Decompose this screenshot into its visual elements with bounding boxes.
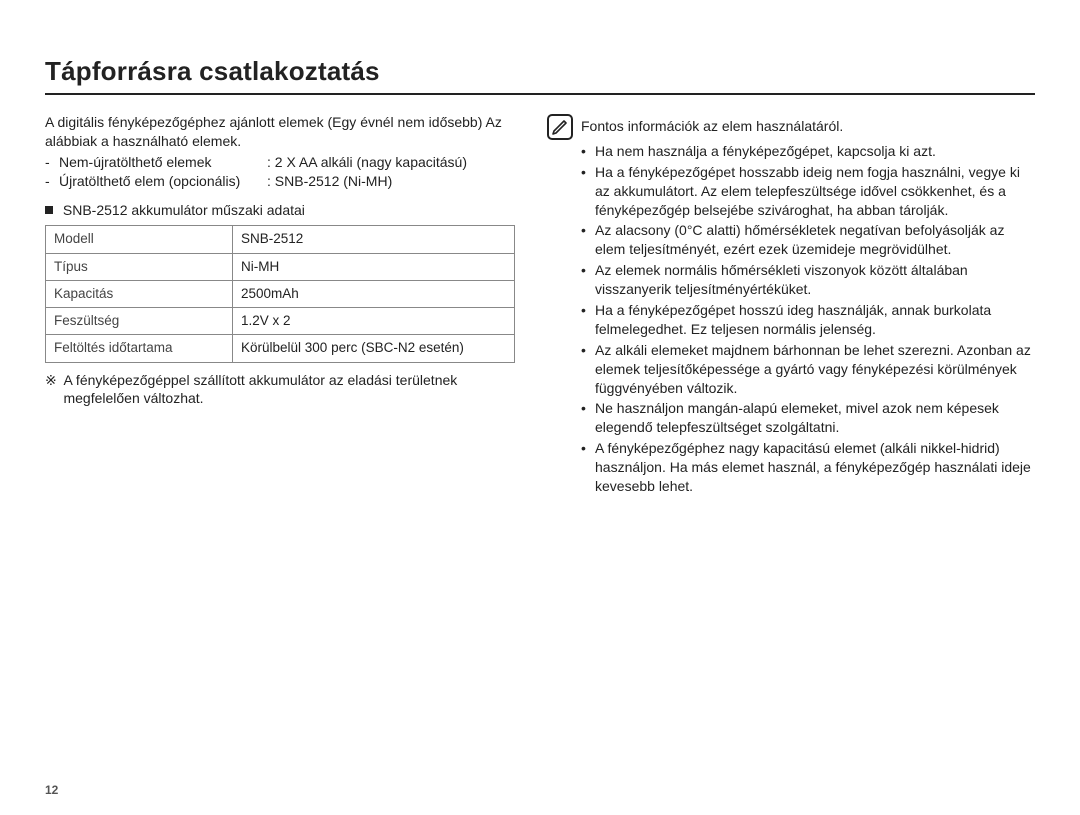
columns: A digitális fényképezőgéphez ajánlott el… bbox=[45, 113, 1035, 498]
square-bullet-icon bbox=[45, 206, 53, 214]
title-underline bbox=[45, 93, 1035, 95]
note-heading: Fontos információk az elem használatáról… bbox=[547, 113, 1035, 136]
table-row: Feszültség1.2V x 2 bbox=[46, 308, 515, 335]
list-item: - Újratölthető elem (opcionális) : SNB-2… bbox=[45, 172, 515, 191]
footnote: ※ A fényképezőgéppel szállított akkumulá… bbox=[45, 371, 515, 409]
page-title: Tápforrásra csatlakoztatás bbox=[45, 56, 1035, 87]
spec-heading-row: SNB-2512 akkumulátor műszaki adatai bbox=[45, 201, 515, 220]
list-item: Ha a fényképezőgépet hosszú ideg használ… bbox=[581, 301, 1035, 339]
spec-value: Körülbelül 300 perc (SBC-N2 esetén) bbox=[233, 335, 515, 362]
list-item: - Nem-újratölthető elemek : 2 X AA alkál… bbox=[45, 153, 515, 172]
item-value: : SNB-2512 (Ni-MH) bbox=[267, 172, 515, 191]
list-item: Ha a fényképezőgépet hosszabb ideig nem … bbox=[581, 163, 1035, 220]
table-row: Feltöltés időtartamaKörülbelül 300 perc … bbox=[46, 335, 515, 362]
left-column: A digitális fényképezőgéphez ajánlott el… bbox=[45, 113, 515, 498]
list-item: Az alacsony (0°C alatti) hőmérsékletek n… bbox=[581, 221, 1035, 259]
spec-value: SNB-2512 bbox=[233, 226, 515, 253]
list-item: Az alkáli elemeket majdnem bárhonnan be … bbox=[581, 341, 1035, 398]
list-item: Ne használjon mangán-alapú elemeket, miv… bbox=[581, 399, 1035, 437]
footnote-text: A fényképezőgéppel szállított akkumuláto… bbox=[63, 371, 515, 409]
list-item: A fényképezőgéphez nagy kapacitású eleme… bbox=[581, 439, 1035, 496]
battery-type-list: - Nem-újratölthető elemek : 2 X AA alkál… bbox=[45, 153, 515, 191]
item-label: Nem-újratölthető elemek bbox=[59, 153, 267, 172]
spec-label: Típus bbox=[46, 253, 233, 280]
spec-table: ModellSNB-2512TípusNi-MHKapacitás2500mAh… bbox=[45, 225, 515, 362]
table-row: Kapacitás2500mAh bbox=[46, 280, 515, 307]
table-row: TípusNi-MH bbox=[46, 253, 515, 280]
spec-label: Kapacitás bbox=[46, 280, 233, 307]
footnote-mark: ※ bbox=[45, 371, 63, 409]
spec-label: Feltöltés időtartama bbox=[46, 335, 233, 362]
spec-heading: SNB-2512 akkumulátor műszaki adatai bbox=[63, 202, 305, 218]
page-number: 12 bbox=[45, 783, 58, 797]
dash-icon: - bbox=[45, 172, 59, 191]
list-item: Az elemek normális hőmérsékleti viszonyo… bbox=[581, 261, 1035, 299]
spec-label: Modell bbox=[46, 226, 233, 253]
item-label: Újratölthető elem (opcionális) bbox=[59, 172, 267, 191]
tips-list: Ha nem használja a fényképezőgépet, kapc… bbox=[547, 142, 1035, 496]
spec-value: 2500mAh bbox=[233, 280, 515, 307]
note-icon bbox=[547, 114, 573, 140]
manual-page: Tápforrásra csatlakoztatás A digitális f… bbox=[0, 0, 1080, 815]
spec-label: Feszültség bbox=[46, 308, 233, 335]
intro-text: A digitális fényképezőgéphez ajánlott el… bbox=[45, 113, 515, 151]
table-row: ModellSNB-2512 bbox=[46, 226, 515, 253]
note-block: Fontos információk az elem használatáról… bbox=[547, 113, 1035, 142]
spec-value: Ni-MH bbox=[233, 253, 515, 280]
dash-icon: - bbox=[45, 153, 59, 172]
list-item: Ha nem használja a fényképezőgépet, kapc… bbox=[581, 142, 1035, 161]
spec-value: 1.2V x 2 bbox=[233, 308, 515, 335]
right-column: Fontos információk az elem használatáról… bbox=[547, 113, 1035, 498]
item-value: : 2 X AA alkáli (nagy kapacitású) bbox=[267, 153, 515, 172]
